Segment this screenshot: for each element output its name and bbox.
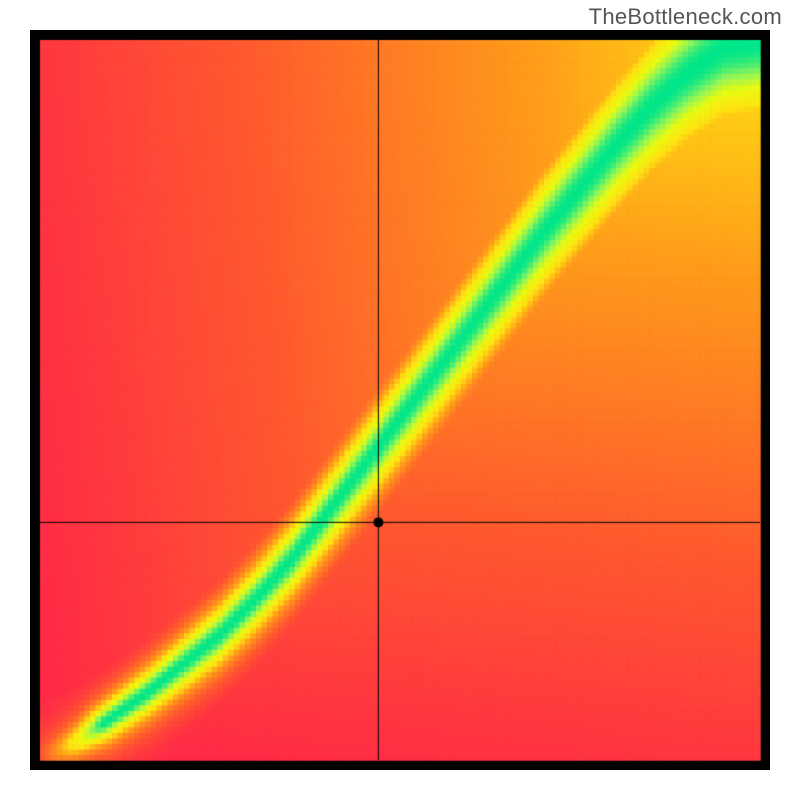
bottleneck-heatmap <box>30 30 770 770</box>
container: TheBottleneck.com <box>0 0 800 800</box>
attribution-label: TheBottleneck.com <box>589 4 782 30</box>
chart-frame <box>30 30 770 770</box>
